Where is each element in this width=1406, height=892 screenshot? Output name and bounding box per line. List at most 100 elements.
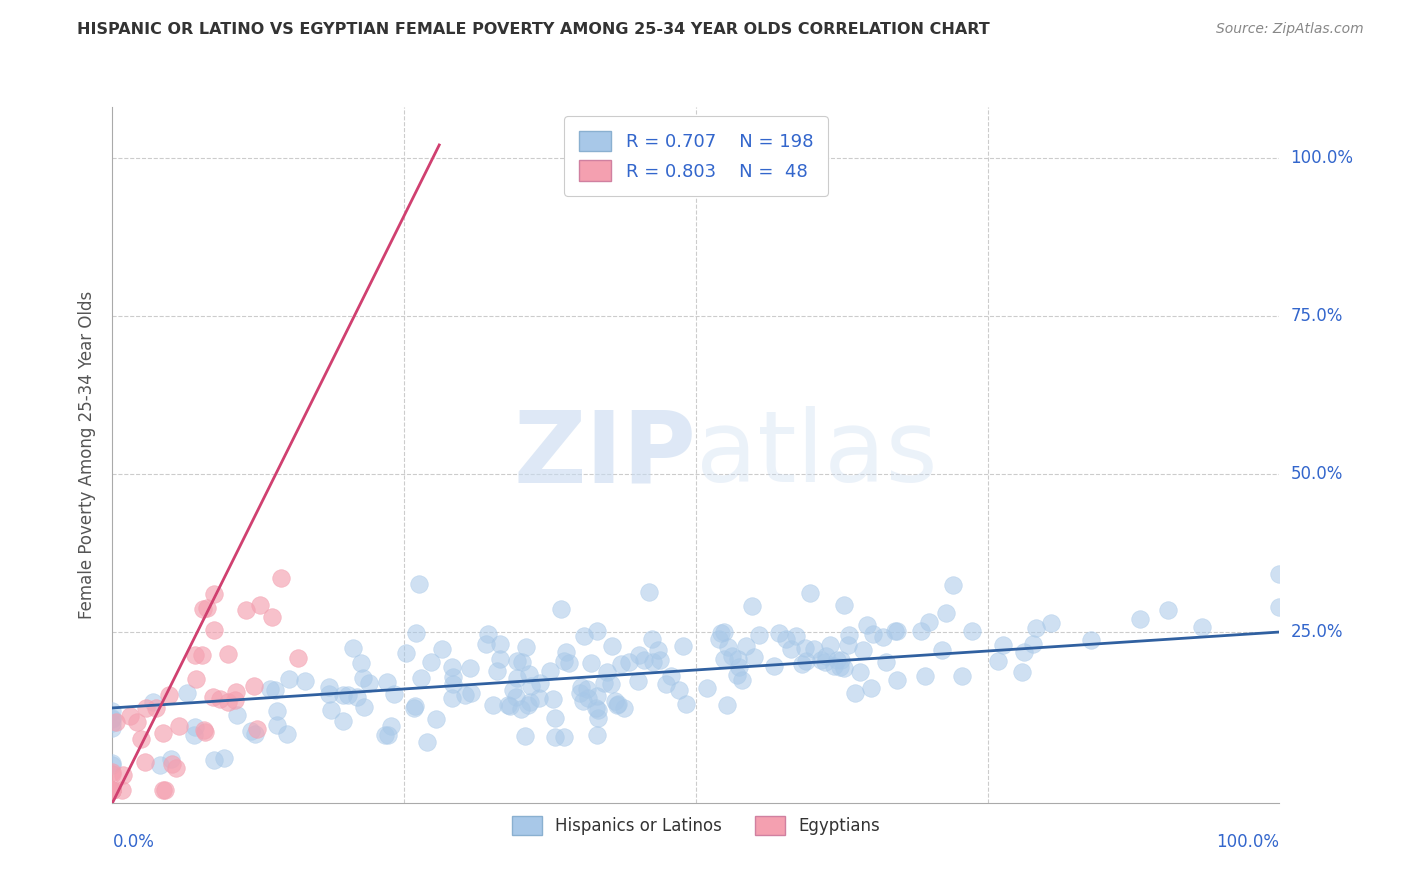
Point xyxy=(1080,633,1102,648)
Point xyxy=(157,688,180,702)
Point xyxy=(193,723,215,738)
Point xyxy=(825,653,848,667)
Point xyxy=(585,689,607,703)
Point xyxy=(650,653,672,667)
Point xyxy=(377,728,399,742)
Point xyxy=(145,700,167,714)
Text: 25.0%: 25.0% xyxy=(1291,623,1343,641)
Point xyxy=(519,695,541,709)
Point xyxy=(793,641,815,656)
Point xyxy=(647,642,669,657)
Point xyxy=(416,735,439,749)
Point xyxy=(810,653,832,667)
Point xyxy=(346,690,368,705)
Point xyxy=(558,656,581,670)
Point xyxy=(830,653,852,667)
Point xyxy=(496,698,519,713)
Point xyxy=(1156,603,1178,617)
Point xyxy=(599,677,621,691)
Point xyxy=(713,652,735,666)
Point xyxy=(856,618,879,632)
Point xyxy=(838,628,860,642)
Point xyxy=(602,639,624,653)
Point xyxy=(872,630,894,644)
Point xyxy=(832,661,855,675)
Point xyxy=(120,708,142,723)
Point xyxy=(101,783,124,797)
Point xyxy=(799,586,821,600)
Point xyxy=(585,624,607,639)
Point xyxy=(543,730,565,744)
Point xyxy=(441,670,464,684)
Point xyxy=(1012,645,1035,659)
Point xyxy=(101,711,124,725)
Point xyxy=(277,673,299,687)
Point xyxy=(183,720,205,734)
Point xyxy=(696,681,718,696)
Point xyxy=(259,681,281,696)
Point xyxy=(659,669,682,683)
Point xyxy=(1129,612,1152,626)
Point xyxy=(225,685,247,699)
Point xyxy=(332,714,354,728)
Point xyxy=(485,665,508,679)
Point xyxy=(101,704,124,718)
Point xyxy=(1022,637,1045,651)
Point xyxy=(792,657,814,672)
Point xyxy=(380,718,402,732)
Point xyxy=(572,629,595,643)
Point xyxy=(101,721,124,735)
Legend: Hispanics or Latinos, Egyptians: Hispanics or Latinos, Egyptians xyxy=(503,807,889,843)
Point xyxy=(243,679,266,693)
Point xyxy=(101,783,124,797)
Point xyxy=(1268,567,1291,582)
Point xyxy=(505,690,527,704)
Point xyxy=(510,655,533,669)
Point xyxy=(374,728,396,742)
Point xyxy=(101,783,124,797)
Point xyxy=(637,585,659,599)
Point xyxy=(246,722,269,736)
Point xyxy=(195,601,218,615)
Point xyxy=(814,648,837,663)
Point xyxy=(101,716,124,731)
Point xyxy=(1025,621,1047,635)
Point xyxy=(318,680,340,694)
Point xyxy=(202,623,225,637)
Point xyxy=(186,672,208,686)
Point xyxy=(675,697,697,711)
Point xyxy=(101,783,124,797)
Point xyxy=(553,654,575,668)
Point xyxy=(837,639,859,653)
Point xyxy=(860,681,883,696)
Point xyxy=(713,624,735,639)
Point xyxy=(942,578,965,592)
Point xyxy=(544,711,567,725)
Point xyxy=(191,602,214,616)
Point xyxy=(628,648,651,663)
Point xyxy=(129,731,152,746)
Point xyxy=(668,683,690,698)
Point xyxy=(101,767,124,781)
Point xyxy=(1268,600,1291,615)
Text: 100.0%: 100.0% xyxy=(1291,149,1354,167)
Point xyxy=(411,671,433,685)
Point xyxy=(529,675,551,690)
Point xyxy=(832,599,855,613)
Point xyxy=(1011,665,1033,679)
Point xyxy=(105,715,128,730)
Point xyxy=(342,640,364,655)
Point xyxy=(350,656,373,670)
Point xyxy=(245,727,267,741)
Point xyxy=(672,639,695,653)
Point xyxy=(336,688,359,702)
Point xyxy=(183,728,205,742)
Point xyxy=(716,698,738,713)
Point xyxy=(814,655,837,669)
Point xyxy=(886,673,908,687)
Point xyxy=(420,655,443,669)
Point xyxy=(517,667,540,681)
Point xyxy=(266,718,288,732)
Point xyxy=(910,624,932,639)
Point xyxy=(886,624,908,638)
